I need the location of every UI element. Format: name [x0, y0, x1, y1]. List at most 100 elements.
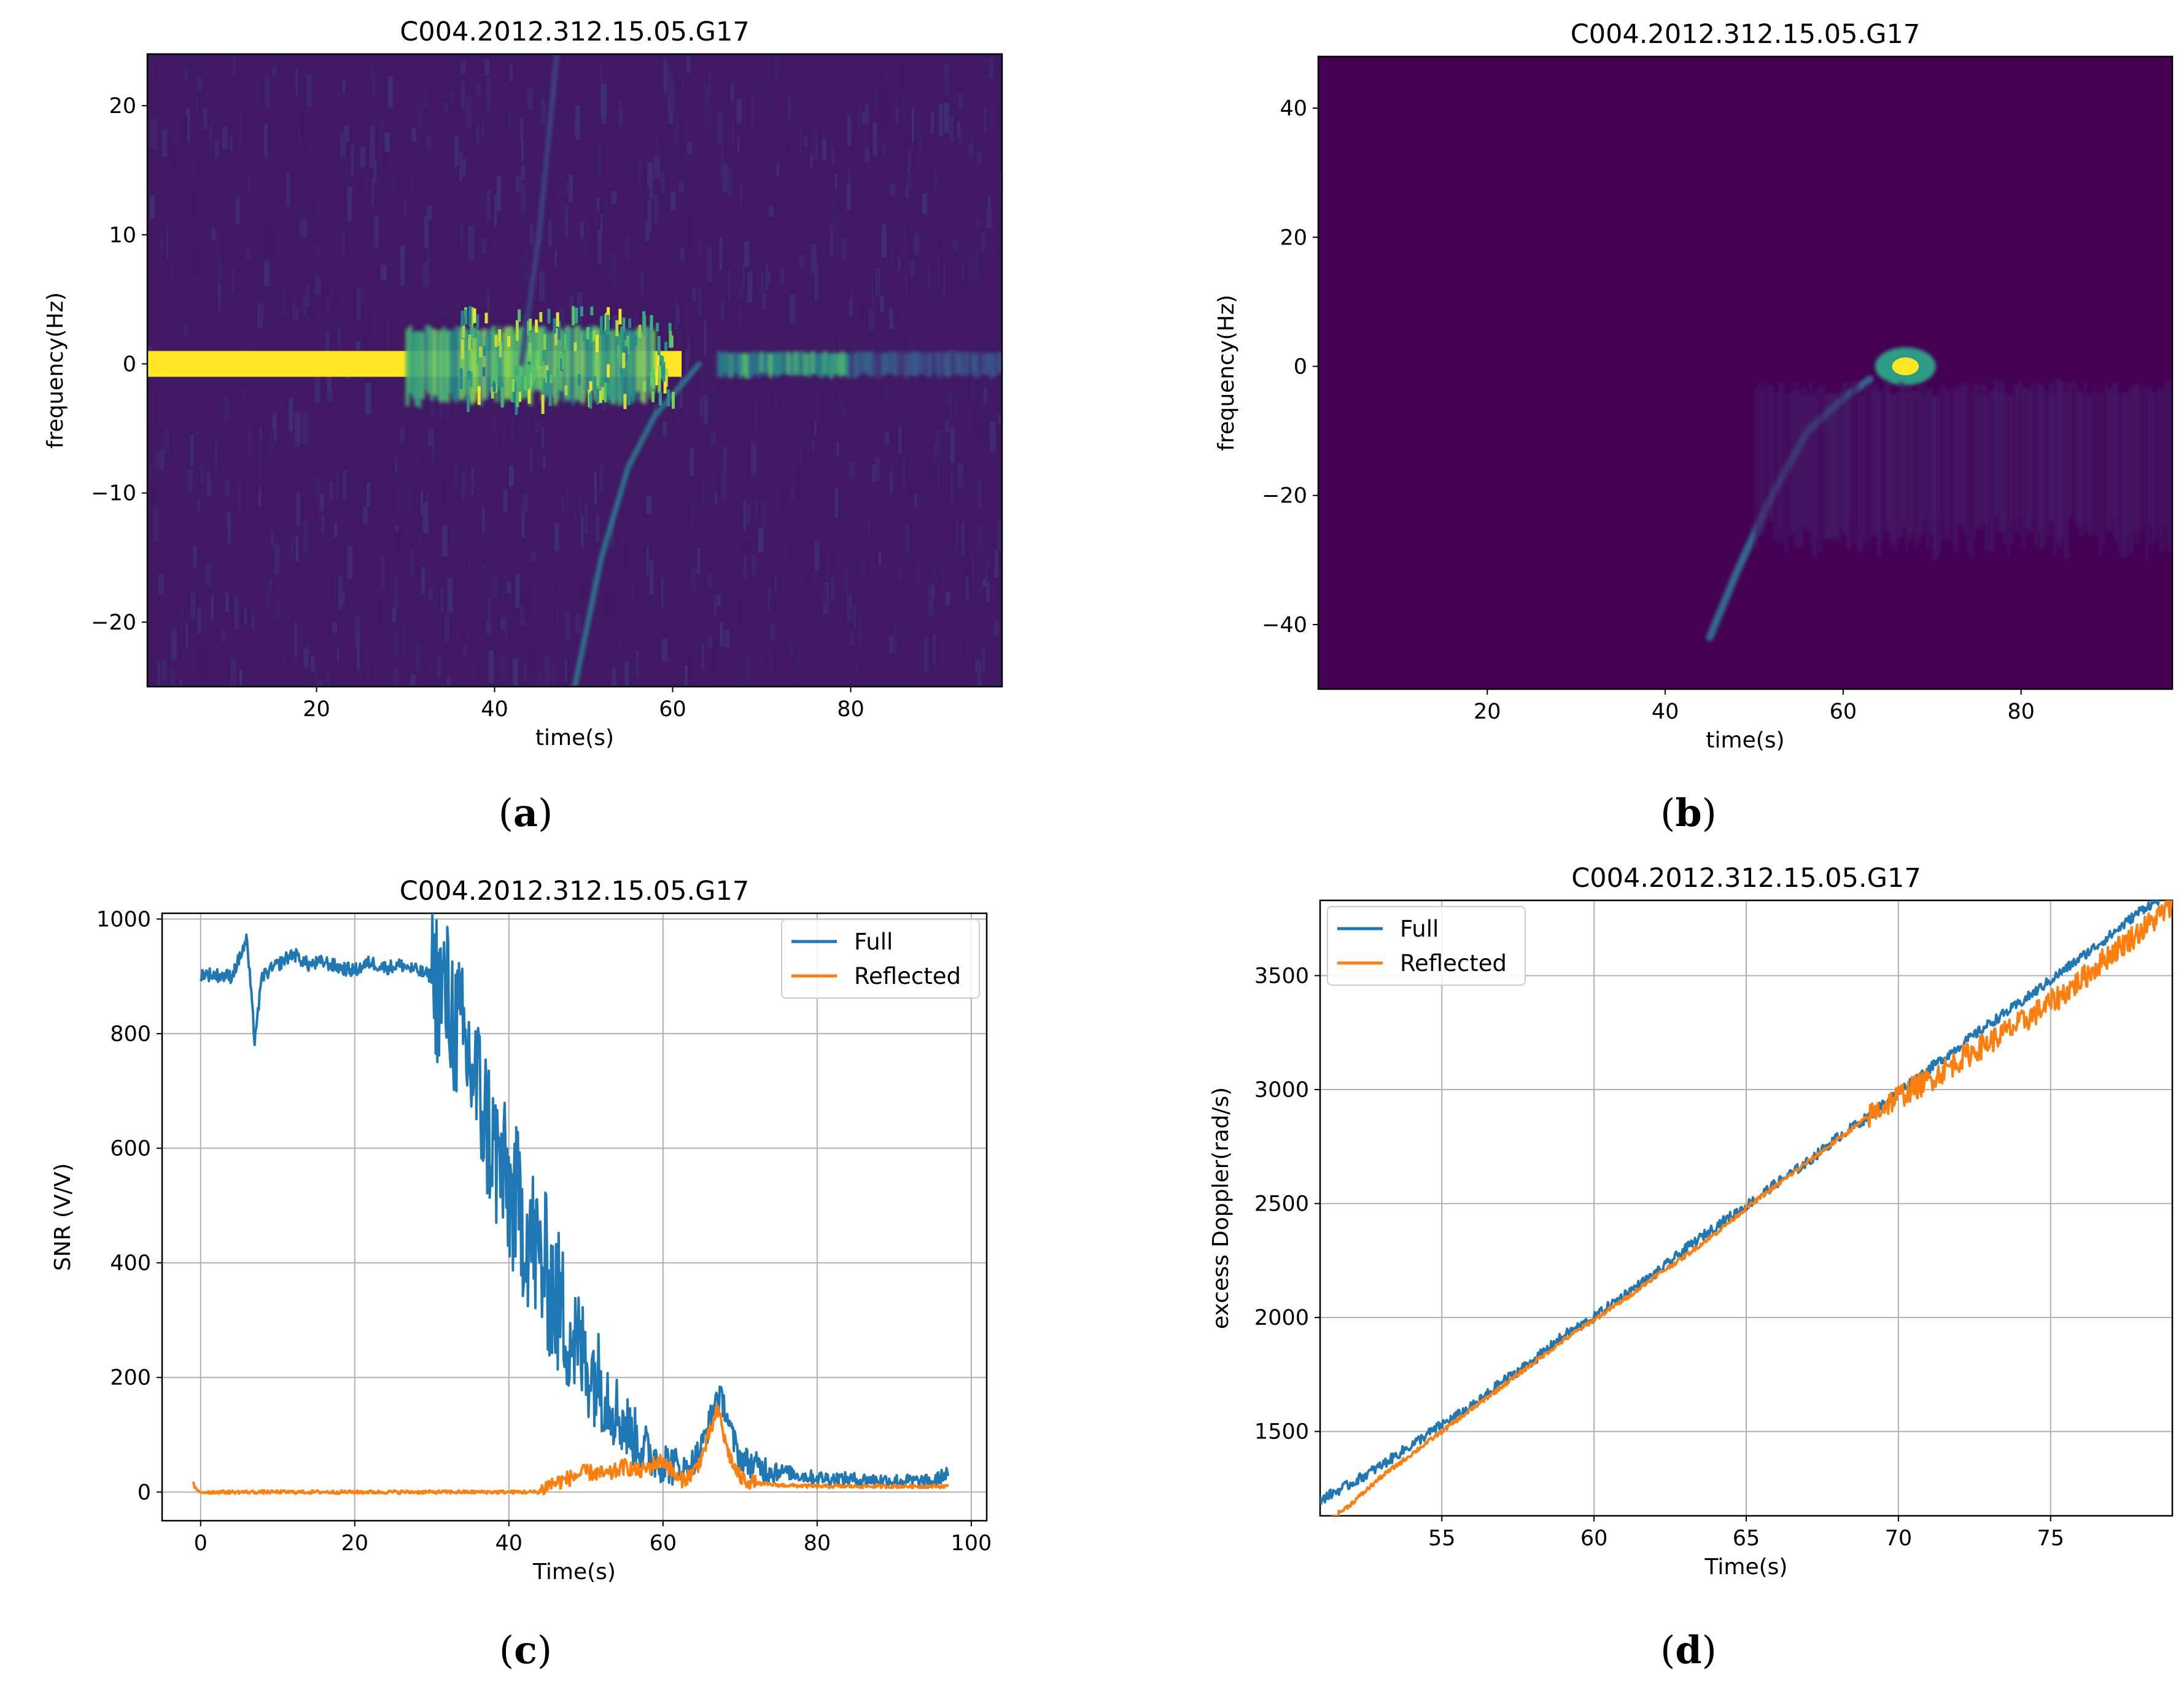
noise-cell — [639, 173, 641, 195]
noise-cell — [976, 217, 982, 230]
noise-cell — [484, 458, 486, 488]
noise-cell — [426, 135, 432, 152]
heatmap-cell — [1806, 394, 1811, 532]
heatmap-cell — [860, 353, 864, 375]
noise-cell — [610, 514, 615, 548]
heatmap-cell — [1898, 381, 1903, 538]
noise-cell — [403, 577, 408, 606]
heatmap-cell — [799, 351, 803, 376]
noise-cell — [774, 472, 779, 485]
heatmap-cell — [470, 328, 474, 405]
noise-cell — [410, 674, 416, 687]
heatmap-cell — [766, 352, 770, 373]
noise-cell — [822, 138, 826, 160]
noise-cell — [428, 587, 433, 600]
heatmap-cell — [1813, 394, 1817, 558]
heatmap-cell — [2116, 396, 2121, 552]
noise-cell — [338, 576, 343, 610]
heatmap-cell — [445, 330, 449, 403]
noise-cell — [519, 606, 526, 625]
noise-cell — [950, 395, 954, 430]
noise-cell — [415, 453, 421, 466]
noise-cell — [245, 249, 251, 261]
noise-cell — [896, 567, 902, 582]
noise-cell — [726, 460, 730, 474]
noise-cell — [264, 124, 268, 157]
heatmap-cell — [863, 351, 867, 372]
x-tick-label: 70 — [1885, 1526, 1913, 1551]
heatmap-cell — [832, 352, 836, 376]
heatmap-cell — [624, 329, 628, 405]
speckle-cell — [577, 374, 581, 386]
noise-cell — [811, 440, 815, 454]
speckle-cell — [518, 391, 521, 402]
noise-cell — [154, 452, 160, 470]
noise-cell — [239, 669, 243, 687]
heatmap-cell — [1782, 383, 1786, 537]
noise-cell — [971, 373, 976, 405]
noise-cell — [646, 496, 652, 514]
heatmap-body — [1318, 57, 2172, 689]
x-tick-label: 80 — [837, 697, 865, 722]
speckle-cell — [580, 306, 583, 316]
heatmap-cell — [2052, 392, 2056, 557]
noise-cell — [154, 505, 160, 542]
noise-cell — [782, 486, 785, 516]
speckle-cell — [607, 307, 610, 321]
noise-cell — [343, 125, 349, 143]
speckle-cell — [473, 329, 477, 338]
noise-cell — [251, 614, 255, 630]
noise-cell — [451, 515, 456, 545]
noise-cell — [309, 142, 313, 155]
noise-cell — [303, 649, 309, 668]
noise-cell — [911, 622, 917, 647]
noise-cell — [384, 132, 390, 152]
speckle-cell — [470, 325, 473, 338]
legend-box — [781, 919, 980, 999]
speckle-cell — [528, 342, 532, 357]
noise-cell — [875, 84, 878, 109]
heatmap-cell — [2083, 381, 2087, 523]
noise-cell — [235, 197, 240, 225]
noise-cell — [247, 173, 251, 191]
y-tick-label: 600 — [110, 1137, 151, 1161]
heatmap-cell — [2098, 393, 2102, 558]
noise-cell — [327, 389, 333, 402]
heatmap-cell — [2147, 386, 2151, 526]
noise-cell — [363, 517, 368, 548]
panel-caption: (c) — [499, 1628, 552, 1672]
heatmap-cell — [1840, 391, 1844, 529]
noise-cell — [351, 144, 354, 176]
noise-cell — [357, 635, 360, 671]
noise-cell — [519, 207, 523, 241]
speckle-cell — [467, 396, 470, 412]
heatmap-cell — [857, 351, 861, 376]
legend-label: Reflected — [1400, 950, 1507, 977]
noise-cell — [232, 268, 235, 294]
noise-cell — [977, 523, 981, 559]
caption-letter: a — [513, 790, 538, 835]
noise-cell — [461, 625, 466, 642]
speckle-cell — [469, 372, 473, 388]
noise-cell — [924, 637, 929, 673]
noise-cell — [750, 95, 755, 128]
noise-cell — [962, 265, 965, 281]
heatmap-cell — [2156, 388, 2161, 533]
heatmap-cell — [753, 351, 758, 374]
noise-cell — [783, 542, 789, 559]
noise-cell — [879, 100, 885, 130]
noise-cell — [205, 563, 212, 586]
noise-cell — [484, 59, 490, 76]
y-tick-label: 20 — [1280, 225, 1307, 250]
speckle-cell — [583, 332, 586, 341]
heatmap-cell — [949, 351, 954, 376]
speckle-cell — [532, 365, 536, 381]
noise-cell — [977, 480, 982, 509]
heatmap-cell — [584, 329, 588, 398]
heatmap-cell — [473, 328, 477, 402]
speckle-cell — [461, 339, 464, 359]
heatmap-cell — [732, 353, 736, 376]
speckle-cell — [586, 327, 589, 340]
speckle-cell — [548, 391, 552, 407]
speckle-cell — [515, 365, 518, 376]
